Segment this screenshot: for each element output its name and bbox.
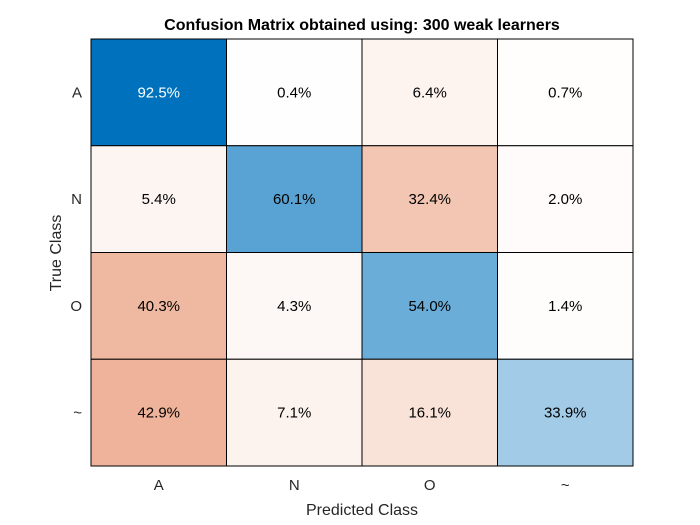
cell-value-label-3-2: 16.1% [408,405,451,422]
cell-value-label-3-0: 42.9% [137,405,180,422]
matrix-border [90,38,634,467]
y-tick-labels: A N O ~ [70,84,82,421]
cell-value-label-3-1: 7.1% [277,405,311,422]
matrix-cell-0-1 [226,38,363,147]
y-tick-label-3: ~ [73,405,82,422]
matrix-cell-1-0 [90,145,227,253]
matrix-cell-2-3 [497,252,634,360]
x-tick-labels: A N O ~ [154,477,570,494]
cell-value-label-2-1: 4.3% [277,298,311,315]
cell-value-label-0-1: 0.4% [277,84,311,101]
y-tick-label-0: A [72,84,82,101]
matrix-cells: 92.5% 0.4% 6.4% 0.7% 5.4% 60.1% 32.4% 2.0% 40.3%… [90,38,634,467]
cell-value-label-1-3: 2.0% [548,191,582,208]
x-tick-label-3: ~ [561,477,570,494]
x-tick-label-2: O [424,477,436,494]
cell-value-label-0-2: 6.4% [413,84,447,101]
matrix-cell-2-1 [226,252,363,360]
y-axis-label: True Class [48,215,65,292]
y-tick-label-2: O [70,298,82,315]
matrix-cell-0-3 [497,38,634,147]
cell-value-label-3-3: 33.9% [544,405,587,422]
cell-value-label-0-3: 0.7% [548,84,582,101]
cell-value-label-2-3: 1.4% [548,298,582,315]
cell-value-label-1-1: 60.1% [273,191,316,208]
matrix-cell-3-0 [90,358,227,467]
cell-value-label-2-2: 54.0% [408,298,451,315]
matrix-cell-3-3 [497,358,634,467]
matrix-cell-3-2 [361,358,498,467]
matrix-cell-1-1 [226,145,363,253]
x-tick-label-1: N [289,477,300,494]
x-axis-label: Predicted Class [306,502,418,519]
cell-value-label-1-0: 5.4% [142,191,176,208]
matrix-cell-3-1 [226,358,363,467]
cell-value-label-0-0: 92.5% [137,84,180,101]
matrix-cell-0-0 [90,38,227,147]
matrix-cell-1-3 [497,145,634,253]
chart-title: Confusion Matrix obtained using: 300 wea… [164,17,560,34]
cell-value-label-2-0: 40.3% [137,298,180,315]
x-tick-label-0: A [154,477,164,494]
y-tick-label-1: N [71,191,82,208]
cell-value-label-1-2: 32.4% [408,191,451,208]
